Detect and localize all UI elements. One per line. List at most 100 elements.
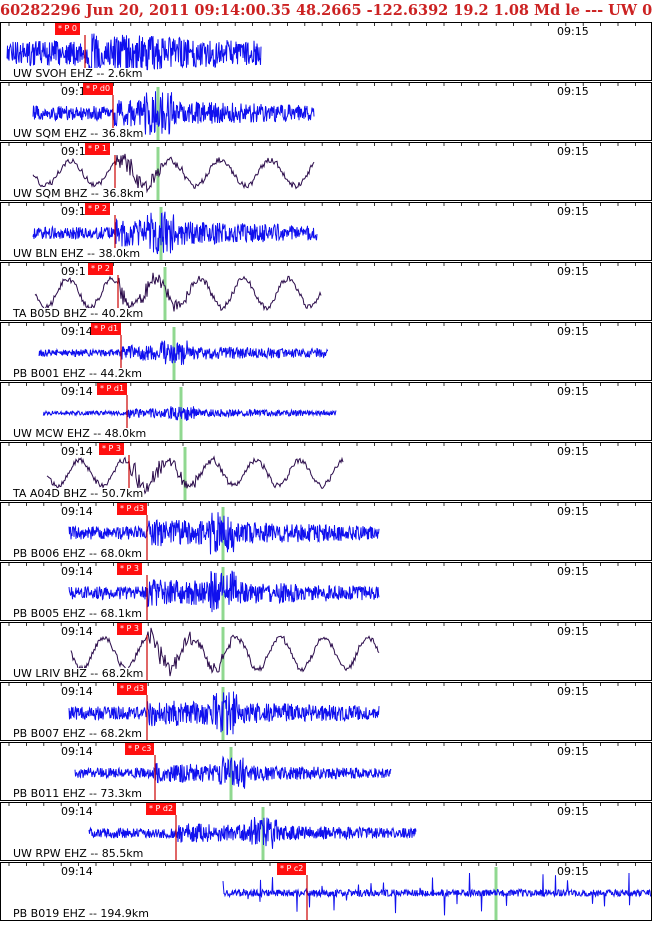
time-label-left: 09:14 xyxy=(61,685,93,698)
time-label-left: 09:14 xyxy=(61,325,93,338)
station-label: UW SQM EHZ -- 36.8km xyxy=(12,127,145,140)
time-label-left: 09:14 xyxy=(61,505,93,518)
trace-plot xyxy=(8,83,636,140)
pick-flag[interactable]: * P d0 xyxy=(83,83,114,95)
seismogram-panel[interactable]: 09:14 09:15 * P 3 TA A04D BHZ -- 50.7km xyxy=(0,442,652,501)
seismogram-panel[interactable]: 09:14 09:15 * P c2 PB B019 EHZ -- 194.9km xyxy=(0,862,652,921)
waveform-trace xyxy=(32,91,315,135)
station-label: UW MCW EHZ -- 48.0km xyxy=(12,427,148,440)
time-label-left: 09:14 xyxy=(61,385,93,398)
seismogram-panel[interactable]: 09:15 * P 0 UW SVOH EHZ -- 2.6km xyxy=(0,22,652,81)
time-label-left: 09:14 xyxy=(61,565,93,578)
time-label-right: 09:15 xyxy=(557,385,589,398)
trace-plot xyxy=(8,863,651,920)
pick-flag[interactable]: * P c3 xyxy=(125,743,155,755)
trace-plot xyxy=(8,743,636,800)
time-label-right: 09:15 xyxy=(557,505,589,518)
pick-flag[interactable]: * P d3 xyxy=(117,503,148,515)
time-label-right: 09:15 xyxy=(557,85,589,98)
waveform-trace xyxy=(32,153,315,194)
time-label-right: 09:15 xyxy=(557,25,589,38)
seismogram-panel[interactable]: 09:14 09:15 * P d3 PB B006 EHZ -- 68.0km xyxy=(0,502,652,561)
time-label-left: 09:1 xyxy=(61,85,86,98)
time-label-left: 09:14 xyxy=(61,445,93,458)
time-label-right: 09:15 xyxy=(557,745,589,758)
station-label: UW SQM BHZ -- 36.8km xyxy=(12,187,145,200)
waveform-trace xyxy=(42,406,337,422)
time-label-right: 09:15 xyxy=(557,865,589,878)
time-label-left: 09:1 xyxy=(61,145,86,158)
pick-flag[interactable]: * P c2 xyxy=(277,863,307,875)
pick-flag[interactable]: * P 3 xyxy=(99,443,124,455)
pick-flag[interactable]: * P d1 xyxy=(91,323,122,335)
trace-plot xyxy=(8,803,636,860)
station-label: UW RPW EHZ -- 85.5km xyxy=(12,847,145,860)
time-label-right: 09:15 xyxy=(557,445,589,458)
pick-flag[interactable]: * P 3 xyxy=(117,563,142,575)
waveform-trace xyxy=(68,570,380,613)
pick-flag[interactable]: * P 2 xyxy=(88,263,113,275)
station-label: UW BLN EHZ -- 38.0km xyxy=(12,247,142,260)
time-label-right: 09:15 xyxy=(557,625,589,638)
pick-flag[interactable]: * P 0 xyxy=(55,23,80,35)
seismogram-panel[interactable]: 09:1 09:15 * P d0 UW SQM EHZ -- 36.8km xyxy=(0,82,652,141)
trace-plot xyxy=(8,503,636,560)
time-label-left: 09:14 xyxy=(61,805,93,818)
waveform-trace xyxy=(88,816,417,849)
trace-plot xyxy=(8,323,636,380)
station-label: PB B019 EHZ -- 194.9km xyxy=(12,907,150,920)
time-label-left: 09:14 xyxy=(61,865,93,878)
time-label-right: 09:15 xyxy=(557,265,589,278)
pick-flag[interactable]: * P d1 xyxy=(97,383,128,395)
seismogram-panel[interactable]: 09:14 09:15 * P d1 PB B001 EHZ -- 44.2km xyxy=(0,322,652,381)
seismogram-panel[interactable]: 09:14 09:15 * P 3 UW LRIV BHZ -- 68.2km xyxy=(0,622,652,681)
time-label-left: 09:1 xyxy=(61,205,86,218)
waveform-trace xyxy=(6,33,262,73)
station-label: TA A04D BHZ -- 50.7km xyxy=(12,487,145,500)
waveform-trace xyxy=(74,755,392,789)
seismogram-panel[interactable]: 09:14 09:15 * P d1 UW MCW EHZ -- 48.0km xyxy=(0,382,652,441)
seismogram-panel[interactable]: 09:1 09:15 * P 2 TA B05D BHZ -- 40.2km xyxy=(0,262,652,321)
waveform-trace xyxy=(38,340,328,366)
trace-plot xyxy=(8,623,636,680)
pick-flag[interactable]: * P 1 xyxy=(85,143,110,155)
time-label-right: 09:15 xyxy=(557,325,589,338)
seismogram-panel[interactable]: 09:14 09:15 * P 3 PB B005 EHZ -- 68.1km xyxy=(0,562,652,621)
time-label-right: 09:15 xyxy=(557,565,589,578)
pick-flag[interactable]: * P d2 xyxy=(146,803,177,815)
time-label-right: 09:15 xyxy=(557,685,589,698)
time-label-right: 09:15 xyxy=(557,145,589,158)
trace-plot xyxy=(8,203,636,260)
time-label-right: 09:15 xyxy=(557,805,589,818)
waveform-trace xyxy=(70,627,380,677)
station-label: PB B001 EHZ -- 44.2km xyxy=(12,367,143,380)
waveform-trace xyxy=(68,691,380,736)
station-label: TA B05D BHZ -- 40.2km xyxy=(12,307,145,320)
waveform-trace xyxy=(46,455,344,495)
station-label: PB B005 EHZ -- 68.1km xyxy=(12,607,143,620)
seismogram-panel[interactable]: 09:14 09:15 * P d3 PB B007 EHZ -- 68.2km xyxy=(0,682,652,741)
trace-plot xyxy=(8,683,636,740)
seismogram-panel[interactable]: 09:1 09:15 * P 2 UW BLN EHZ -- 38.0km xyxy=(0,202,652,261)
event-header: 60282296 Jun 20, 2011 09:14:00.35 48.266… xyxy=(0,0,654,22)
time-label-left: 09:1 xyxy=(61,265,86,278)
seismogram-panel[interactable]: 09:1 09:15 * P 1 UW SQM BHZ -- 36.8km xyxy=(0,142,652,201)
seismogram-panels: 09:15 * P 0 UW SVOH EHZ -- 2.6km 09:1 09:15 *… xyxy=(0,22,654,926)
trace-plot xyxy=(8,563,636,620)
seismogram-panel[interactable]: 09:14 09:15 * P d2 UW RPW EHZ -- 85.5km xyxy=(0,802,652,861)
time-label-right: 09:15 xyxy=(557,205,589,218)
station-label: PB B007 EHZ -- 68.2km xyxy=(12,727,143,740)
waveform-trace xyxy=(32,211,318,255)
station-label: PB B011 EHZ -- 73.3km xyxy=(12,787,143,800)
waveform-trace xyxy=(34,272,322,312)
event-header-text: 60282296 Jun 20, 2011 09:14:00.35 48.266… xyxy=(0,2,654,19)
time-label-left: 09:14 xyxy=(61,625,93,638)
pick-flag[interactable]: * P 3 xyxy=(117,623,142,635)
pick-flag[interactable]: * P d3 xyxy=(117,683,148,695)
seismogram-panel[interactable]: 09:14 09:15 * P c3 PB B011 EHZ -- 73.3km xyxy=(0,742,652,801)
station-label: UW LRIV BHZ -- 68.2km xyxy=(12,667,145,680)
trace-plot xyxy=(8,143,636,200)
station-label: PB B006 EHZ -- 68.0km xyxy=(12,547,143,560)
pick-flag[interactable]: * P 2 xyxy=(85,203,110,215)
waveform-trace xyxy=(68,512,380,555)
